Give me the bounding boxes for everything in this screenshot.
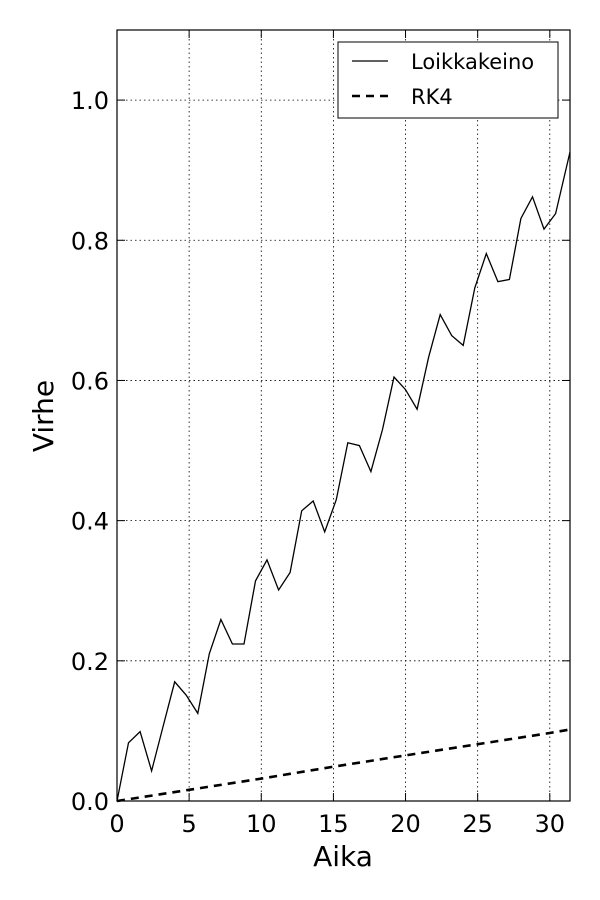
x-tick-label: 25 [462,810,493,838]
x-tick-label: 5 [181,810,196,838]
y-tick-label: 0.8 [71,227,109,255]
x-tick-label: 10 [246,810,277,838]
series-line-loikkakeino [116,151,571,802]
y-axis-label: Virhe [27,380,60,452]
y-tick-label: 0.4 [71,508,109,536]
plot-area [117,30,570,801]
y-tick-label: 0.2 [71,648,109,676]
y-tick-label: 0.6 [71,367,109,395]
y-tick-label: 1.0 [71,87,109,115]
x-tick-label: 0 [109,810,124,838]
series-line-rk4 [116,728,571,803]
x-tick-label: 20 [390,810,421,838]
y-tick-label: 0.0 [71,788,109,816]
legend: Loikkakeino RK4 [337,41,559,119]
legend-box [337,41,559,119]
x-tick-label: 15 [318,810,349,838]
plot-frame [116,29,571,802]
x-tick-label: 30 [535,810,566,838]
series-layer [116,151,571,803]
legend-label-loikkakeino: Loikkakeino [411,50,534,74]
legend-label-rk4: RK4 [411,85,453,109]
x-axis-label: Aika [313,840,373,873]
tick-layer: 0 5 10 15 20 25 30 0.0 0.2 0.4 0.6 0.8 1.0 [71,30,570,838]
